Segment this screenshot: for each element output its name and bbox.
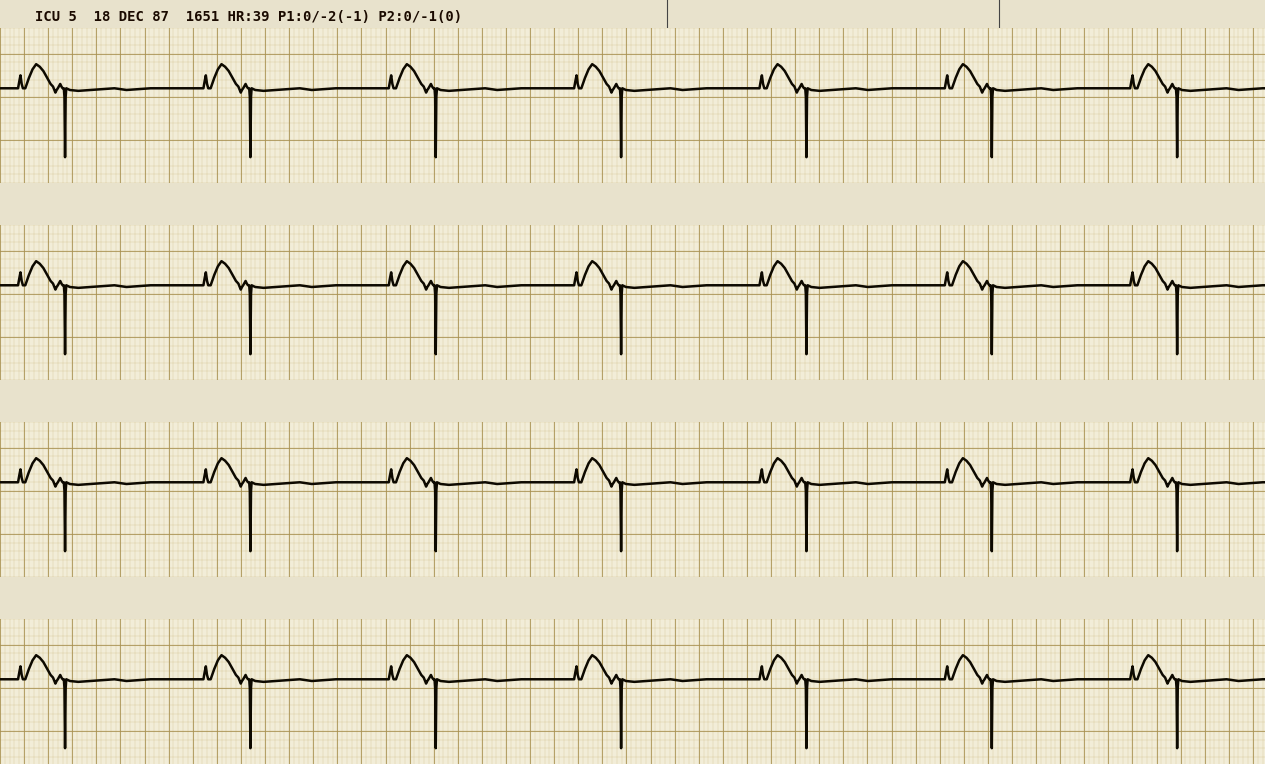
Text: ICU 5  18 DEC 87  1651 HR:39 P1:0/-2(-1) P2:0/-1(0): ICU 5 18 DEC 87 1651 HR:39 P1:0/-2(-1) P… (35, 11, 463, 24)
